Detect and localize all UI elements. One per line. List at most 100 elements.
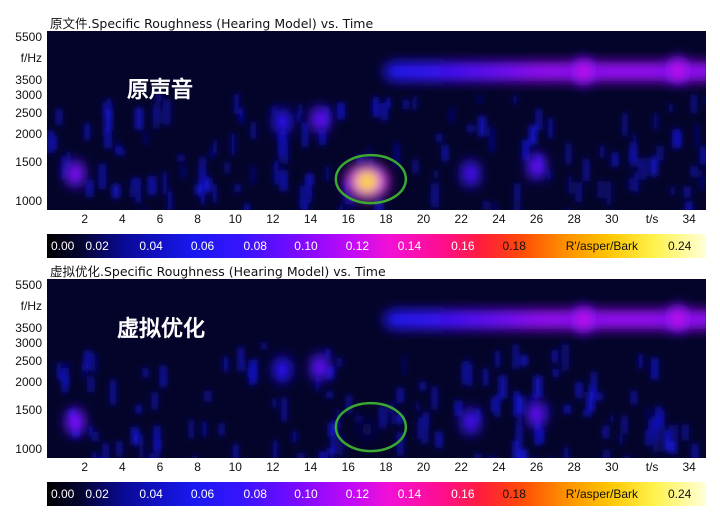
heatmap-cell [565,208,570,210]
x-tick-label: 6 [156,212,164,226]
heatmap-cell [139,434,144,458]
heatmap-cell [623,113,627,136]
colorbar: 0.00 0.02 0.04 0.06 0.08 0.10 0.12 0.14 0.16 0.18… [47,234,706,258]
x-tick-label: 12 [266,460,280,474]
heatmap-cell [495,395,500,418]
y-tick-label: 5500 [15,278,42,292]
heatmap-cell [379,406,385,429]
heatmap-cell [433,170,439,179]
heatmap-cell [98,163,106,189]
heatmap-cell [356,415,362,423]
colorbar-tick-label: 0.08 [243,487,267,501]
heatmap-cell [654,406,663,425]
annotation-label: 虚拟优化 [117,317,206,342]
heatmap-cell [417,417,422,440]
heatmap-cell [153,426,161,449]
heatmap-cell [640,158,647,180]
heatmap-cell [101,101,106,114]
y-axis: 5500 f/Hz 3500 3000 2500 2000 1500 1000 [0,30,44,210]
heatmap-cell [205,177,212,192]
colorbar: 0.00 0.02 0.04 0.06 0.08 0.10 0.12 0.14 0.16 0.18… [47,482,706,506]
colorbar-tick-label: 0.04 [139,239,163,253]
heatmap-cell [619,434,624,445]
heatmap-cell [135,177,142,204]
heatmap-cell [599,146,605,158]
heatmap-cell [699,170,704,190]
heatmap-cell [325,166,330,181]
heatmap-cell [104,110,110,135]
heatmap-cell [646,430,651,446]
y-tick-label: 2500 [15,106,42,120]
heatmap-cell [331,457,336,458]
heatmap-cell [431,386,438,410]
heatmap-cell [84,123,90,141]
heatmap-cell [548,117,553,139]
heatmap-cell [195,184,202,195]
colorbar-tick-label: 0.00 [50,487,75,501]
hotspot-core [530,157,543,176]
heatmap-cell [325,391,333,399]
heatmap-cell [375,199,383,210]
heatmap-cell [422,412,430,427]
heatmap-cell [493,201,497,210]
colorbar-tick-label: 0.24 [667,487,692,501]
heatmap-cell [513,183,521,204]
heatmap-cell [529,125,537,145]
heatmap-cell [646,406,650,421]
heatmap-cell [181,165,185,179]
x-tick-label: 30 [605,212,619,226]
heatmap-cell [143,131,148,145]
heatmap-cell [328,422,337,437]
heatmap-cell [653,439,659,453]
y-tick-label: 1000 [15,194,42,208]
heatmap-cell [92,451,97,458]
heatmap-cell [575,182,583,203]
x-tick-label: 8 [194,460,201,474]
heatmap-cell [533,375,542,399]
x-tick-label: 16 [341,212,355,226]
heatmap-cell [357,155,365,164]
heatmap-cell [155,93,162,102]
heatmap-cell [628,177,632,192]
hotspots [65,304,688,444]
heatmap-cell [112,184,120,199]
heatmap-cell [513,440,521,458]
heatmap-cell [93,353,97,373]
heatmap-cell [315,376,320,392]
heatmap-cell [105,129,111,149]
heatmap-cell [455,400,462,417]
heatmap-cell [281,397,288,422]
heatmap-cell [66,151,72,169]
heatmap-cell [163,99,171,125]
heatmap-cell [148,175,156,196]
heatmap-cell [271,105,278,116]
y-tick-label: 1500 [15,155,42,169]
colorbar-tick-label: 0.06 [190,487,215,501]
heatmap-cell [337,102,345,120]
colorbar-tick-label: 0.18 [502,239,526,253]
heatmap-cell [478,94,482,105]
heatmap-cell [307,190,312,204]
heatmap-cell [567,176,573,194]
y-axis-label: f/Hz [20,299,42,313]
heatmap-cell [82,363,86,380]
y-axis-label: f/Hz [20,51,42,65]
colorbar-tick-label: 0.10 [294,239,318,253]
heatmap-cell [328,447,336,455]
heatmap-cell [653,113,658,130]
heatmap-cell [251,165,255,184]
heatmap-cell [663,429,671,452]
heatmap-cell [51,135,58,151]
heatmap-cell [694,61,706,82]
heatmap-cell [248,359,255,386]
heatmap-cell [178,155,184,162]
colorbar-tick-label: 0.18 [502,487,526,501]
heatmap-cell [489,126,494,153]
heatmap-cell [412,96,418,110]
hotspots [65,56,688,200]
heatmap-cell [603,449,611,458]
heatmap-cell [520,355,528,367]
colorbar-tick-label: 0.02 [85,487,109,501]
hotspot-core [671,61,684,80]
heatmap-cell [191,455,198,458]
